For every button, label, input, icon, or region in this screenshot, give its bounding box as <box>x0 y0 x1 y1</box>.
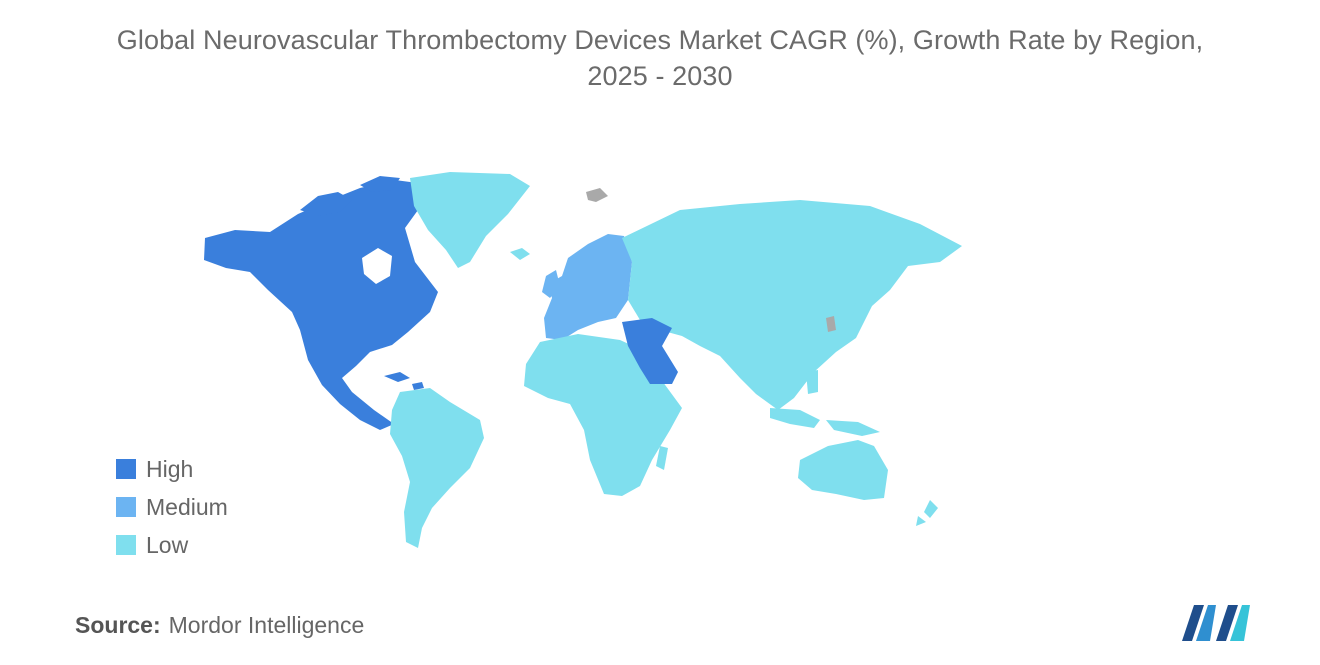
region-sea-islands <box>770 370 880 436</box>
region-europe <box>544 234 632 340</box>
source-label: Source: <box>75 612 161 638</box>
legend-swatch-high <box>116 459 136 479</box>
map-legend: High Medium Low <box>116 450 228 564</box>
title-line-1: Global Neurovascular Thrombectomy Device… <box>116 25 1204 55</box>
region-greenland <box>410 172 530 268</box>
region-africa <box>524 334 682 496</box>
region-madagascar <box>656 446 668 470</box>
region-middle-east <box>622 318 678 384</box>
hudson-bay <box>362 248 392 284</box>
chart-title: Global Neurovascular Thrombectomy Device… <box>0 22 1320 94</box>
region-caribbean <box>384 372 424 390</box>
legend-label-low: Low <box>146 531 189 558</box>
region-australia <box>798 440 888 500</box>
region-south-america <box>390 388 484 548</box>
region-japan <box>840 300 864 344</box>
region-svalbard <box>586 188 608 202</box>
title-line-2: 2025 - 2030 <box>587 61 733 91</box>
region-north-america <box>204 180 438 430</box>
legend-item-medium: Medium <box>116 488 228 526</box>
region-iceland <box>510 248 530 260</box>
region-new-zealand <box>916 500 938 526</box>
mordor-intelligence-logo <box>1182 605 1250 641</box>
legend-item-high: High <box>116 450 228 488</box>
legend-item-low: Low <box>116 526 228 564</box>
region-russia-asia <box>622 200 962 410</box>
legend-swatch-medium <box>116 497 136 517</box>
source-line: Source: Mordor Intelligence <box>75 612 364 639</box>
legend-label-high: High <box>146 455 194 482</box>
region-korea <box>826 316 836 332</box>
source-name: Mordor Intelligence <box>168 612 365 638</box>
region-uk <box>542 270 560 298</box>
legend-label-medium: Medium <box>146 493 228 520</box>
legend-swatch-low <box>116 535 136 555</box>
region-canada-islands <box>300 176 400 216</box>
